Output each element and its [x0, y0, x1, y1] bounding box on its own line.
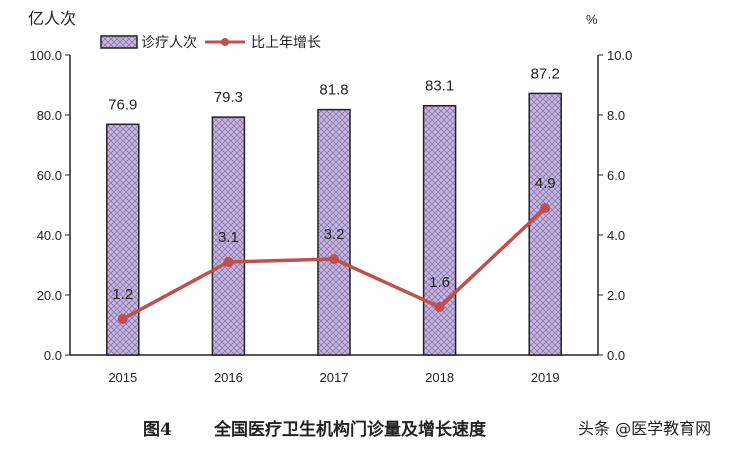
bar-data-label: 81.8 — [319, 82, 348, 99]
caption-number: 图4 — [143, 420, 172, 440]
y2-axis-label: % — [586, 12, 598, 27]
bar-data-label: 76.9 — [108, 96, 137, 113]
bar — [528, 92, 562, 356]
caption-title: 全国医疗卫生机构门诊量及增长速度 — [213, 419, 487, 440]
legend: 诊疗人次 比上年增长 — [100, 34, 321, 50]
legend-bar-swatch — [100, 35, 138, 49]
bar-data-label: 79.3 — [214, 89, 243, 106]
y2-tick-label: 6.0 — [607, 168, 625, 183]
y-tick-label: 100.0 — [29, 48, 62, 63]
line-data-label: 1.6 — [429, 274, 450, 291]
line-point — [329, 254, 339, 264]
x-tick-label: 2016 — [214, 370, 243, 385]
bar — [211, 116, 246, 356]
y2-tick-label: 8.0 — [607, 108, 625, 123]
x-tick-label: 2015 — [108, 370, 137, 385]
line-point — [223, 257, 234, 267]
line-point — [117, 314, 128, 324]
y2-tick-label: 10.0 — [607, 48, 632, 63]
line-point — [434, 302, 445, 312]
legend-line-marker — [221, 38, 229, 46]
line-point — [540, 203, 551, 213]
watermark: 头条 @医学教育网 — [578, 419, 711, 438]
y-tick-label: 80.0 — [37, 108, 62, 123]
bar — [422, 104, 457, 356]
legend-line-label: 比上年增长 — [251, 34, 321, 50]
y-tick-label: 60.0 — [37, 168, 62, 183]
bar-data-label: 83.1 — [425, 78, 454, 95]
y2-tick-label: 2.0 — [607, 288, 625, 303]
y2-tick-label: 0.0 — [607, 348, 625, 363]
legend-bar-label: 诊疗人次 — [141, 34, 197, 50]
line-data-label: 3.2 — [324, 226, 345, 243]
line-data-label: 4.9 — [535, 175, 556, 192]
x-tick-label: 2017 — [320, 370, 349, 385]
line-data-label: 3.1 — [218, 229, 239, 246]
y-tick-label: 20.0 — [37, 288, 62, 303]
x-tick-label: 2018 — [425, 370, 454, 385]
bar-data-label: 87.2 — [531, 65, 560, 82]
y-axis-label: 亿人次 — [28, 10, 76, 28]
y2-tick-label: 4.0 — [607, 228, 625, 243]
x-tick-label: 2019 — [531, 370, 560, 385]
y-tick-label: 40.0 — [37, 228, 62, 243]
y-tick-label: 0.0 — [44, 348, 62, 363]
bar — [317, 108, 351, 356]
line-data-label: 1.2 — [112, 286, 133, 303]
